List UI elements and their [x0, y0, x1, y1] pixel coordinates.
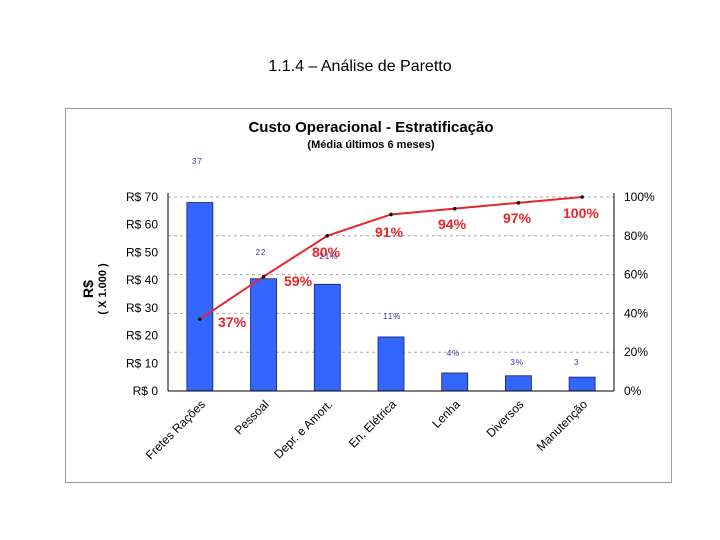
x-tick-label: Fretes Rações	[143, 397, 208, 462]
y2-tick-label: 80%	[624, 229, 648, 243]
y-tick-label: R$ 70	[126, 190, 158, 204]
cumulative-label: 37%	[218, 314, 247, 330]
y-tick-label: R$ 50	[126, 245, 158, 259]
chart-title: Custo Operacional - Estratificação	[248, 119, 493, 136]
bar-value-label: 37	[192, 157, 203, 166]
y-tick-label: R$ 0	[133, 384, 159, 398]
cumulative-label: 94%	[438, 216, 467, 232]
bar-value-label: 3	[574, 358, 579, 367]
cumulative-point	[389, 212, 393, 217]
x-tick-label: Diversos	[484, 397, 527, 440]
x-tick-label: Lenha	[429, 397, 463, 431]
bar	[186, 202, 214, 392]
bar	[313, 283, 341, 392]
page-title: 1.1.4 – Análise de Paretto	[268, 58, 452, 75]
x-tick-label: Manutenção	[534, 397, 591, 454]
cumulative-label: 91%	[375, 224, 404, 240]
chart-subtitle: (Média últimos 6 meses)	[307, 139, 434, 151]
y-tick-label: R$ 10	[126, 356, 158, 370]
y2-tick-label: 20%	[624, 345, 648, 359]
bar	[441, 372, 469, 392]
y-tick-label: R$ 30	[126, 301, 158, 315]
x-tick-label: En. Elétrica	[346, 397, 400, 451]
bar	[250, 278, 277, 392]
cumulative-point	[198, 317, 202, 322]
x-tick-label: Pessoal	[232, 397, 272, 437]
bar	[505, 375, 532, 392]
chart-frame: Custo Operacional - Estratificação (Médi…	[65, 108, 672, 483]
cumulative-point	[580, 195, 584, 199]
bar-value-label: 4%	[447, 349, 461, 358]
bar-value-label: 11%	[383, 312, 401, 321]
bar	[568, 376, 596, 392]
cumulative-point	[452, 206, 457, 211]
cumulative-point	[261, 274, 266, 279]
cumulative-label: 80%	[312, 244, 341, 260]
cumulative-label: 100%	[563, 205, 599, 221]
y-tick-label: R$ 40	[126, 273, 158, 287]
bar	[377, 336, 405, 392]
x-tick-label: Depr. e Amort.	[271, 397, 335, 461]
cumulative-point	[516, 201, 521, 205]
y-axis-unit-label: ( X 1.000 )	[97, 263, 109, 315]
y2-tick-label: 0%	[624, 384, 642, 398]
y2-tick-label: 40%	[624, 306, 648, 320]
y-axis-label: R$	[80, 280, 96, 298]
cumulative-label: 59%	[284, 273, 313, 289]
cumulative-label: 97%	[503, 210, 532, 226]
bar-value-label: 21%	[319, 252, 338, 261]
cumulative-point	[325, 234, 330, 238]
y2-tick-label: 100%	[624, 190, 655, 204]
y-tick-label: R$ 20	[126, 329, 158, 343]
bar-value-label: 22	[256, 248, 267, 257]
bar-value-label: 3%	[510, 358, 524, 367]
y-tick-label: R$ 60	[126, 218, 158, 232]
y2-tick-label: 60%	[624, 268, 648, 282]
pareto-chart: Custo Operacional - Estratificação (Médi…	[80, 119, 655, 462]
